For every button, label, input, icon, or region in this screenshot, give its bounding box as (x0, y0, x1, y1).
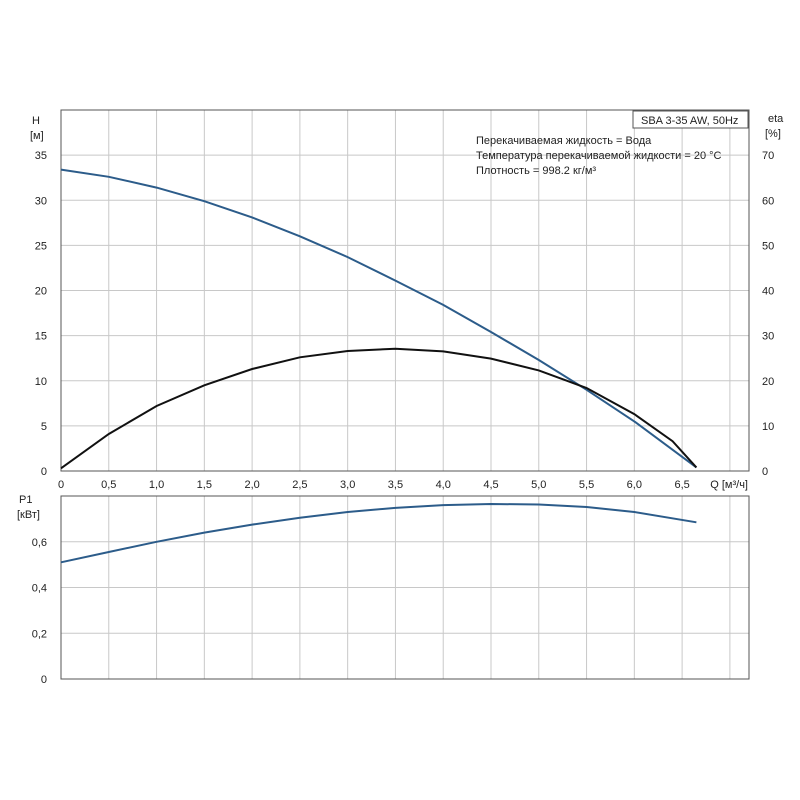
x-tick-label: 5,0 (531, 479, 546, 491)
y-left-tick-label: 25 (35, 240, 47, 252)
y-right-tick-label: 30 (762, 331, 774, 343)
x-axis-label: Q [м³/ч] (710, 479, 748, 491)
x-tick-label: 3,0 (340, 479, 355, 491)
title-box (632, 110, 749, 129)
x-tick-label: 6,5 (674, 479, 689, 491)
efficiency-curve (60, 347, 698, 470)
x-tick-label: 2,5 (292, 479, 307, 491)
y-left-tick-label: 10 (35, 376, 47, 388)
y-right-tick-label: 40 (762, 286, 774, 298)
y-right-tick-label: 70 (762, 150, 774, 162)
x-tick-label: 0 (58, 479, 64, 491)
y-bottom-axis-label: P1 (19, 494, 32, 506)
x-tick-label: 4,5 (483, 479, 498, 491)
y-bottom-axis-unit: [кВт] (17, 509, 40, 521)
y-left-axis-label: H (32, 115, 40, 127)
y-left-tick-label: 30 (35, 195, 47, 207)
x-tick-label: 2,0 (244, 479, 259, 491)
y-left-axis-unit: [м] (30, 130, 44, 142)
x-tick-label: 5,5 (579, 479, 594, 491)
y-bottom-tick-label: 0 (41, 674, 47, 686)
x-tick-label: 0,5 (101, 479, 116, 491)
y-bottom-tick-label: 0,4 (32, 583, 47, 595)
x-tick-label: 1,0 (149, 479, 164, 491)
y-bottom-tick-label: 0,2 (32, 628, 47, 640)
x-tick-label: 1,5 (197, 479, 212, 491)
x-tick-label: 4,0 (436, 479, 451, 491)
y-right-tick-label: 10 (762, 421, 774, 433)
annotation-line: Плотность = 998.2 кг/м³ (476, 165, 596, 177)
annotation-line: Температура перекачиваемой жидкости = 20… (476, 150, 722, 162)
y-right-tick-label: 0 (762, 466, 768, 478)
x-tick-label: 6,0 (627, 479, 642, 491)
y-right-tick-label: 60 (762, 195, 774, 207)
y-right-tick-label: 50 (762, 240, 774, 252)
y-left-tick-label: 5 (41, 421, 47, 433)
power-curve (60, 502, 697, 564)
y-left-tick-label: 0 (41, 466, 47, 478)
y-right-tick-label: 20 (762, 376, 774, 388)
annotation-line: Перекачиваемая жидкость = Вода (476, 135, 652, 147)
y-right-axis-label: eta (768, 113, 784, 125)
y-right-axis-unit: [%] (765, 128, 781, 140)
plot-frame-bottom (60, 495, 750, 680)
y-left-tick-label: 35 (35, 150, 47, 162)
x-tick-label: 3,5 (388, 479, 403, 491)
chart-title: SBA 3-35 AW, 50Hz (641, 115, 738, 127)
y-left-tick-label: 20 (35, 286, 47, 298)
plot-frame-top (60, 109, 750, 472)
y-bottom-tick-label: 0,6 (32, 537, 47, 549)
y-left-tick-label: 15 (35, 331, 47, 343)
